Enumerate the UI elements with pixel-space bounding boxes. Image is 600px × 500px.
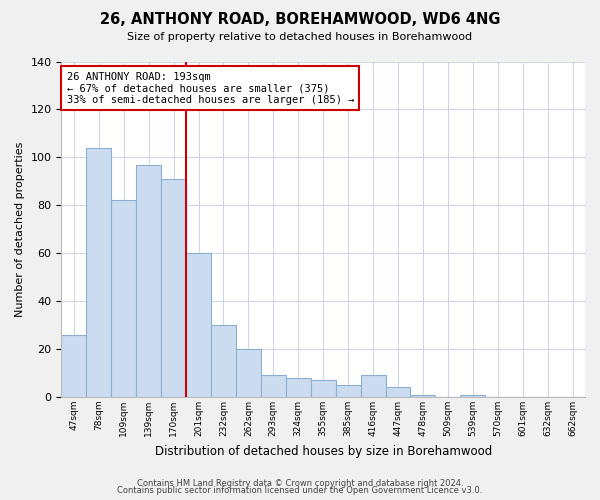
Bar [61, 334, 86, 397]
Bar [361, 376, 386, 397]
Bar [286, 378, 311, 397]
X-axis label: Distribution of detached houses by size in Borehamwood: Distribution of detached houses by size … [155, 444, 492, 458]
Bar [386, 388, 410, 397]
Bar [410, 394, 436, 397]
Text: 26 ANTHONY ROAD: 193sqm
← 67% of detached houses are smaller (375)
33% of semi-d: 26 ANTHONY ROAD: 193sqm ← 67% of detache… [67, 72, 354, 105]
Text: Contains public sector information licensed under the Open Government Licence v3: Contains public sector information licen… [118, 486, 482, 495]
Bar [161, 179, 186, 397]
Bar [261, 376, 286, 397]
Bar [311, 380, 335, 397]
Bar [111, 200, 136, 397]
Bar [335, 385, 361, 397]
Text: 26, ANTHONY ROAD, BOREHAMWOOD, WD6 4NG: 26, ANTHONY ROAD, BOREHAMWOOD, WD6 4NG [100, 12, 500, 28]
Text: Size of property relative to detached houses in Borehamwood: Size of property relative to detached ho… [127, 32, 473, 42]
Bar [86, 148, 111, 397]
Bar [186, 253, 211, 397]
Bar [460, 394, 485, 397]
Text: Contains HM Land Registry data © Crown copyright and database right 2024.: Contains HM Land Registry data © Crown c… [137, 478, 463, 488]
Y-axis label: Number of detached properties: Number of detached properties [15, 142, 25, 317]
Bar [136, 164, 161, 397]
Bar [236, 349, 261, 397]
Bar [211, 325, 236, 397]
